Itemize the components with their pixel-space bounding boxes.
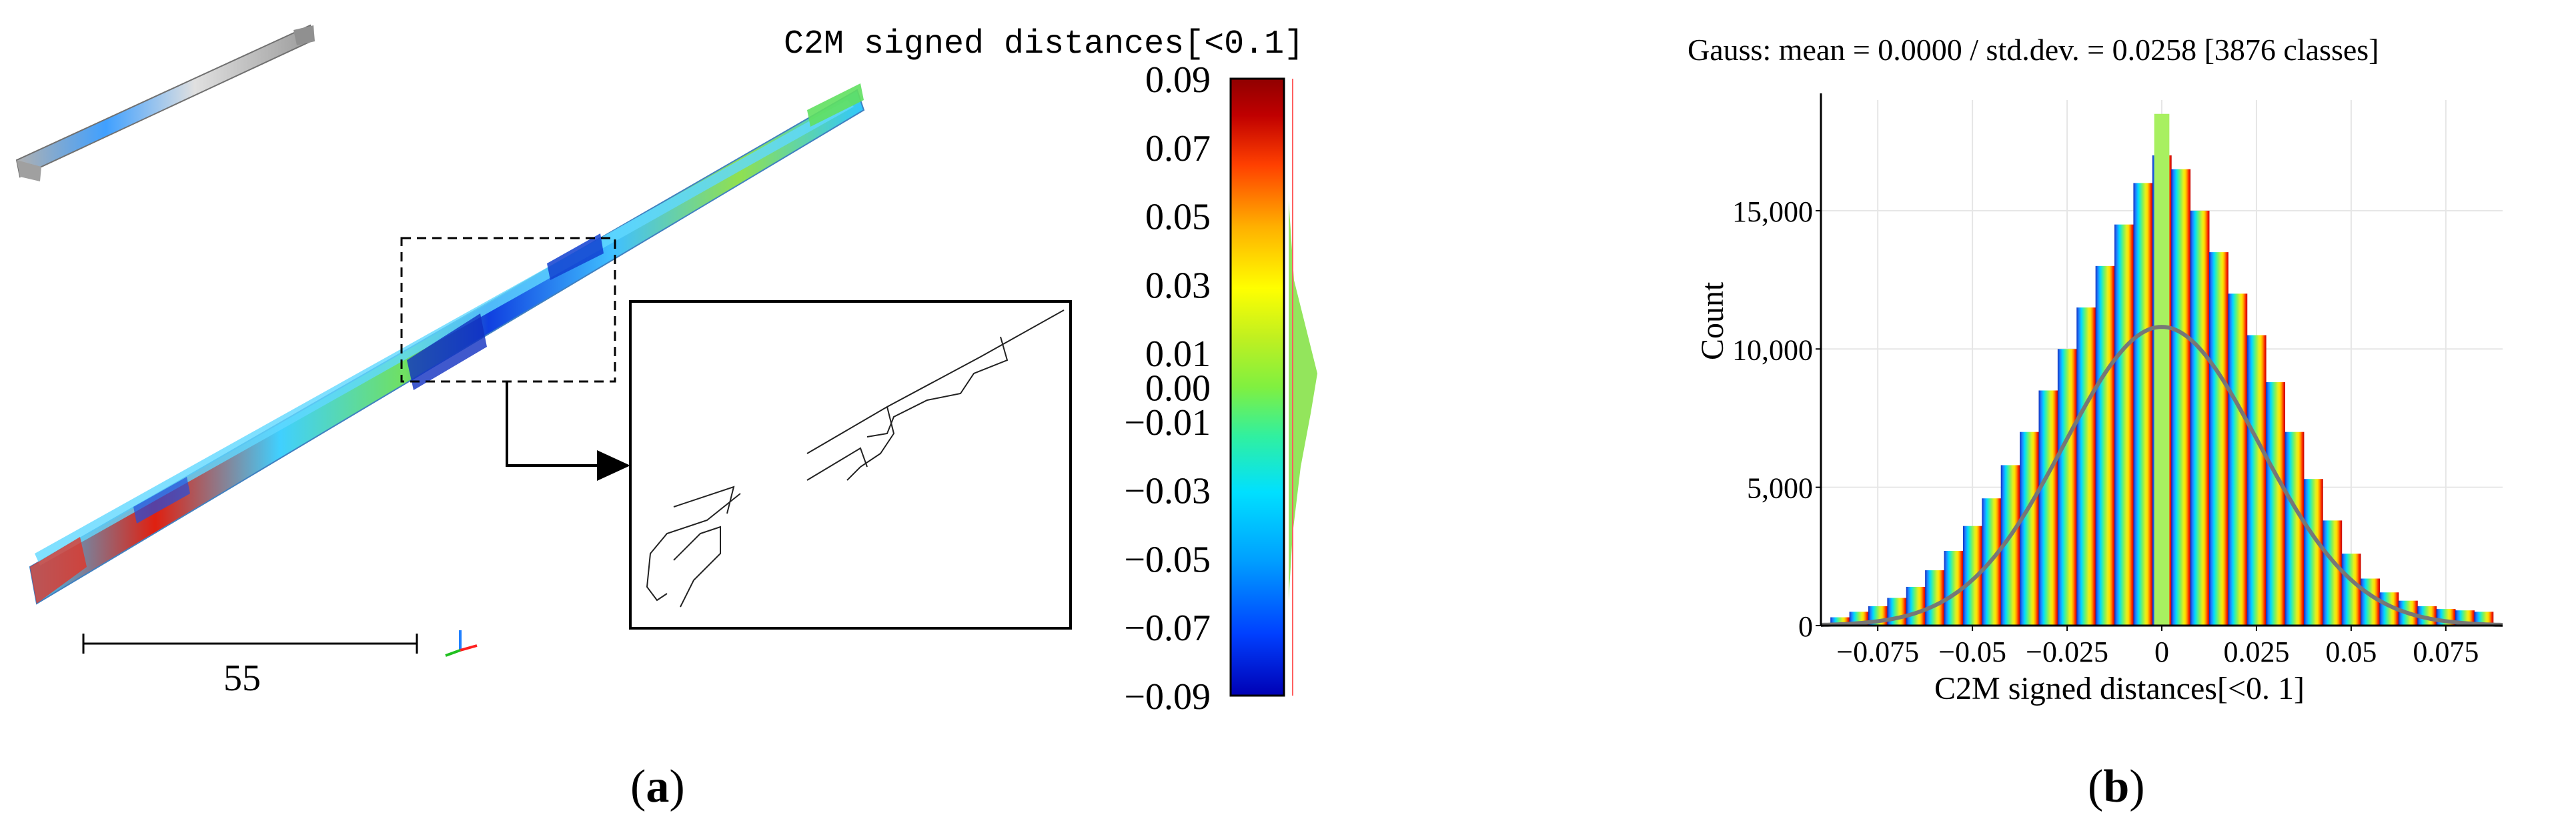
colored-beam (29, 83, 865, 605)
zoom-arrow (506, 381, 630, 481)
axis-triad-icon (445, 630, 478, 657)
histogram-bar (2020, 432, 2039, 626)
colorbar-tick-label: −0.03 (1124, 471, 1211, 512)
histogram-bar (2361, 578, 2380, 626)
colorbar (1229, 77, 1285, 697)
histogram-bar (2228, 293, 2248, 626)
y-tick-label: 15,000 (1732, 195, 1813, 228)
colorbar-tick-labels: 0.09 0.07 0.05 0.03 0.010.00−0.01 −0.03 −0.05 −… (1124, 59, 1211, 718)
x-tick-label: 0.025 (2223, 636, 2289, 668)
panel-letter-a: a (646, 761, 670, 812)
histogram-bar (1887, 598, 1907, 626)
gauss-curve (1820, 325, 2503, 627)
x-tick-label: 0 (2154, 636, 2169, 668)
histogram-bar (2208, 252, 2228, 626)
colorbar-tick-label: −0.01 (1124, 402, 1211, 444)
colorbar-tick-label: −0.09 (1124, 676, 1211, 718)
histogram-bars (1830, 113, 2494, 626)
y-tick-label: 5,000 (1747, 472, 1813, 505)
scale-bar (82, 634, 418, 654)
histogram-bar (1925, 570, 1945, 626)
colorbar-tick-label: 0.09 (1145, 59, 1211, 101)
panel-label-b: (b) (2088, 761, 2145, 812)
histogram-bar (2171, 169, 2191, 626)
histogram-bar (2303, 479, 2323, 626)
panel-letter-b: b (2103, 761, 2130, 812)
x-tick-label: 0.05 (2325, 636, 2377, 668)
chart-title: Gauss: mean = 0.0000 / std.dev. = 0.0258… (1688, 33, 2379, 67)
panel-a: 0.09 0.07 0.05 0.03 0.01 0.00 −0.01 −0.03 −0.05 −… (15, 24, 1317, 812)
histogram-peak-bar (2154, 113, 2170, 626)
histogram-bar (2076, 307, 2096, 626)
colorbar-title: C2M signed distances[<0.1] (784, 25, 1305, 63)
histogram-bar (2133, 183, 2153, 626)
histogram-bar (2323, 520, 2343, 626)
histogram-bar (2095, 265, 2115, 626)
colorbar-tick-label: 0.01 (1145, 333, 1211, 375)
histogram-bar (2246, 335, 2267, 626)
colorbar-histogram (1289, 79, 1317, 696)
colorbar-tick-label: 0.00 (1145, 368, 1211, 409)
x-tick-labels: −0.075 −0.05 −0.025 0 0.025 0.05 0.075 (1836, 626, 2479, 668)
thumbnail-model (15, 24, 315, 181)
y-tick-label: 0 (1798, 610, 1813, 643)
x-tick-label: −0.05 (1938, 636, 2006, 668)
y-tick-labels: 0 5,000 10,000 15,000 (1732, 195, 1821, 643)
histogram-bar (2038, 390, 2058, 626)
colorbar-tick-label: −0.07 (1124, 608, 1211, 649)
y-tick-label: 10,000 (1732, 333, 1813, 366)
x-tick-label: 0.075 (2413, 636, 2479, 668)
x-axis-label: C2M signed distances[<0. 1] (1934, 671, 2305, 706)
histogram-bar (2341, 554, 2361, 626)
scale-bar-label: 55 (223, 658, 261, 699)
colorbar-tick-label: −0.05 (1124, 539, 1211, 580)
histogram-bar (2285, 432, 2305, 626)
histogram-bar (2266, 382, 2286, 626)
colorbar-tick-label: 0.05 (1145, 197, 1211, 238)
panel-b: 0 5,000 10,000 15,000 −0.075 −0.05 −0.025 0 0.0… (1634, 0, 2576, 827)
histogram-bar (2114, 224, 2134, 626)
x-tick-label: −0.025 (2026, 636, 2108, 668)
point-cloud-figure: 0.09 0.07 0.05 0.03 0.010.00−0.01 −0.03 −0.05 −… (15, 24, 1317, 718)
x-tick-label: −0.075 (1836, 636, 1919, 668)
colorbar-tick-label: 0.07 (1145, 128, 1211, 169)
y-axis-label: Count (1695, 281, 1730, 360)
colorbar-tick-label: 0.03 (1145, 265, 1211, 306)
panel-label-a: (a) (630, 761, 685, 812)
inset-outline (629, 300, 1072, 630)
histogram-chart: 0 5,000 10,000 15,000 −0.075 −0.05 −0.025 0 0.0… (1732, 93, 2503, 668)
histogram-bar (2057, 349, 2077, 626)
histogram-bar (2190, 210, 2210, 626)
histogram-bar (1906, 586, 1926, 626)
